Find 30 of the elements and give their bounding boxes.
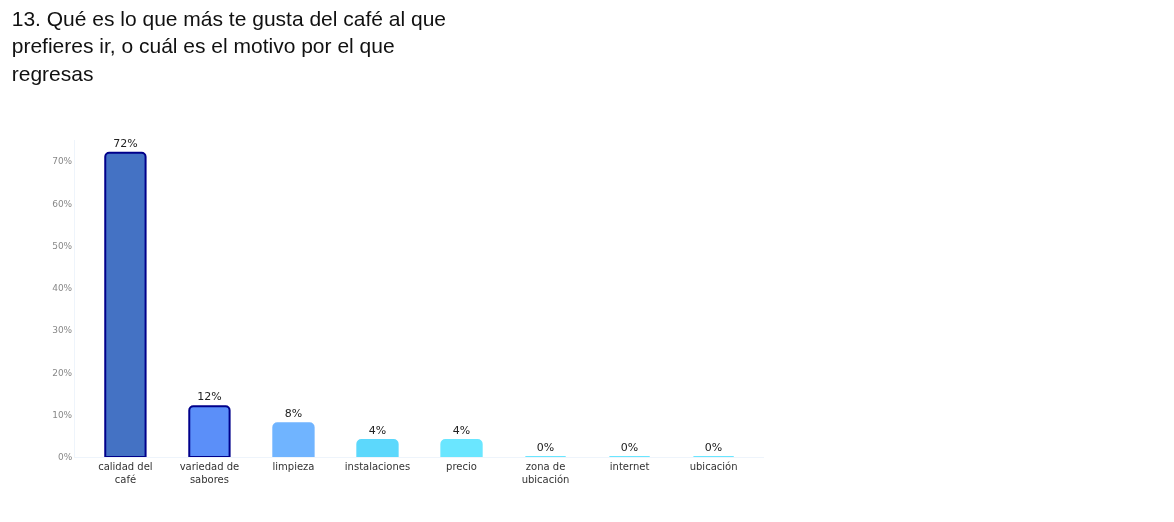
bar bbox=[356, 439, 399, 457]
data-label: 0% bbox=[536, 441, 555, 454]
data-label: 0% bbox=[704, 441, 723, 454]
y-tick-label: 10% bbox=[52, 409, 73, 420]
data-label: 4% bbox=[452, 424, 471, 438]
x-tick-label: limpieza bbox=[272, 461, 315, 472]
y-tick-label: 20% bbox=[52, 367, 73, 378]
y-tick-label: 0% bbox=[57, 452, 73, 463]
bar bbox=[440, 439, 483, 457]
bar bbox=[188, 405, 231, 457]
x-tick-label: calidad del café bbox=[98, 461, 153, 485]
y-tick-label: 60% bbox=[52, 198, 73, 209]
bar bbox=[104, 151, 147, 457]
x-tick-label: internet bbox=[609, 461, 650, 472]
y-tick-label: 30% bbox=[52, 325, 73, 336]
y-tick-label: 50% bbox=[52, 240, 73, 251]
x-tick-label: instalaciones bbox=[344, 461, 411, 472]
data-label: 72% bbox=[113, 136, 138, 150]
x-tick-label: precio bbox=[446, 461, 477, 472]
x-tick-label: variedad de sabores bbox=[179, 461, 240, 485]
data-label: 4% bbox=[368, 424, 387, 438]
chart-title: 13. Qué es lo que más te gusta del café al que prefieres ir, o cuál es el motivo por el que regresas bbox=[11, 7, 447, 85]
y-tick-label: 70% bbox=[52, 156, 73, 167]
data-label: 8% bbox=[284, 407, 303, 421]
bar bbox=[272, 422, 315, 457]
y-tick-label: 40% bbox=[52, 283, 73, 294]
x-tick-label: zona de ubicación bbox=[521, 461, 570, 485]
data-label: 0% bbox=[620, 441, 639, 454]
x-tick-label: ubicación bbox=[689, 461, 738, 472]
data-label: 12% bbox=[197, 390, 222, 404]
